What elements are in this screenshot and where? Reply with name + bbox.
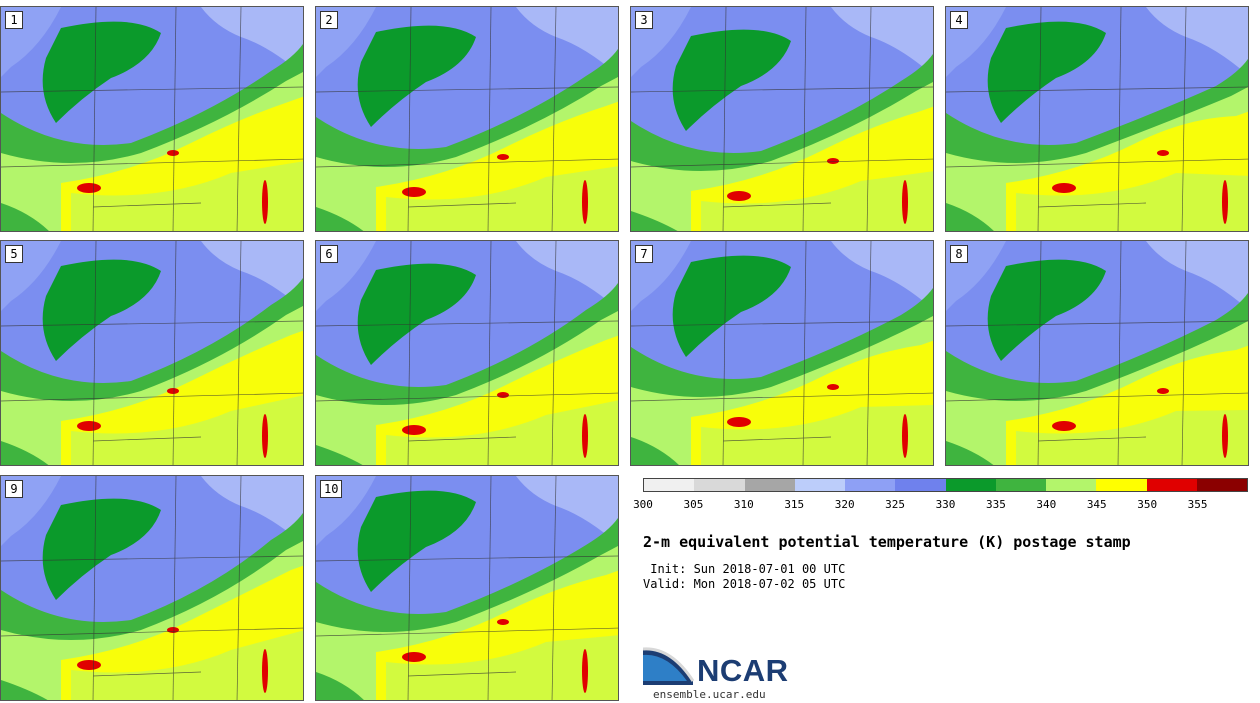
theta-e-map bbox=[946, 241, 1248, 465]
ncar-logo: NCAR bbox=[697, 653, 789, 688]
member-panel-10: 10 bbox=[315, 475, 619, 701]
ensemble-url: ensemble.ucar.edu bbox=[653, 688, 766, 701]
member-panel-5: 5 bbox=[0, 240, 304, 466]
valid-time: Valid: Mon 2018-07-02 05 UTC bbox=[643, 577, 846, 591]
member-number-label: 6 bbox=[320, 245, 338, 263]
colorbar-segment bbox=[1046, 479, 1097, 491]
colorbar-tick-label: 300 bbox=[633, 498, 653, 511]
colorbar-segment bbox=[694, 479, 745, 491]
theta-e-map bbox=[1, 7, 303, 231]
member-number-label: 4 bbox=[950, 11, 968, 29]
theta-e-map bbox=[946, 7, 1248, 231]
member-number-label: 2 bbox=[320, 11, 338, 29]
member-number-label: 9 bbox=[5, 480, 23, 498]
member-number-label: 1 bbox=[5, 11, 23, 29]
colorbar-tick-label: 340 bbox=[1036, 498, 1057, 511]
member-number-label: 10 bbox=[320, 480, 343, 498]
member-panel-7: 7 bbox=[630, 240, 934, 466]
figure-title: 2-m equivalent potential temperature (K)… bbox=[643, 533, 1131, 551]
colorbar-segment bbox=[1196, 479, 1247, 491]
colorbar-segment bbox=[1146, 479, 1197, 491]
colorbar bbox=[643, 478, 1248, 492]
colorbar-segment bbox=[794, 479, 845, 491]
member-number-label: 5 bbox=[5, 245, 23, 263]
member-panel-8: 8 bbox=[945, 240, 1249, 466]
member-number-label: 7 bbox=[635, 245, 653, 263]
member-panel-2: 2 bbox=[315, 6, 619, 232]
colorbar-ticks: 300 305 310 315 320 325 330 335 340 345 350 355 bbox=[633, 498, 1248, 514]
colorbar-segment bbox=[744, 479, 795, 491]
colorbar-segment bbox=[995, 479, 1046, 491]
theta-e-map bbox=[316, 476, 618, 700]
colorbar-segment bbox=[644, 479, 695, 491]
member-number-label: 8 bbox=[950, 245, 968, 263]
colorbar-segment bbox=[845, 479, 896, 491]
colorbar-tick-label: 305 bbox=[683, 498, 704, 511]
theta-e-map bbox=[1, 241, 303, 465]
colorbar-tick-label: 345 bbox=[1086, 498, 1107, 511]
member-number-label: 3 bbox=[635, 11, 653, 29]
theta-e-map bbox=[316, 241, 618, 465]
member-panel-6: 6 bbox=[315, 240, 619, 466]
colorbar-segment bbox=[895, 479, 946, 491]
colorbar-tick-label: 335 bbox=[985, 498, 1006, 511]
theta-e-map bbox=[316, 7, 618, 231]
member-panel-3: 3 bbox=[630, 6, 934, 232]
member-panel-9: 9 bbox=[0, 475, 304, 701]
colorbar-tick-label: 350 bbox=[1137, 498, 1158, 511]
colorbar-tick-label: 320 bbox=[834, 498, 855, 511]
colorbar-tick-label: 355 bbox=[1187, 498, 1208, 511]
theta-e-map bbox=[631, 7, 933, 231]
theta-e-map bbox=[631, 241, 933, 465]
colorbar-segment bbox=[1096, 479, 1147, 491]
colorbar-tick-label: 315 bbox=[784, 498, 805, 511]
colorbar-tick-label: 310 bbox=[733, 498, 754, 511]
ncar-logo-icon bbox=[643, 647, 695, 685]
init-time: Init: Sun 2018-07-01 00 UTC bbox=[643, 562, 846, 576]
member-panel-4: 4 bbox=[945, 6, 1249, 232]
theta-e-map bbox=[1, 476, 303, 700]
colorbar-segment bbox=[945, 479, 996, 491]
colorbar-tick-label: 330 bbox=[935, 498, 956, 511]
member-panel-1: 1 bbox=[0, 6, 304, 232]
colorbar-tick-label: 325 bbox=[885, 498, 906, 511]
